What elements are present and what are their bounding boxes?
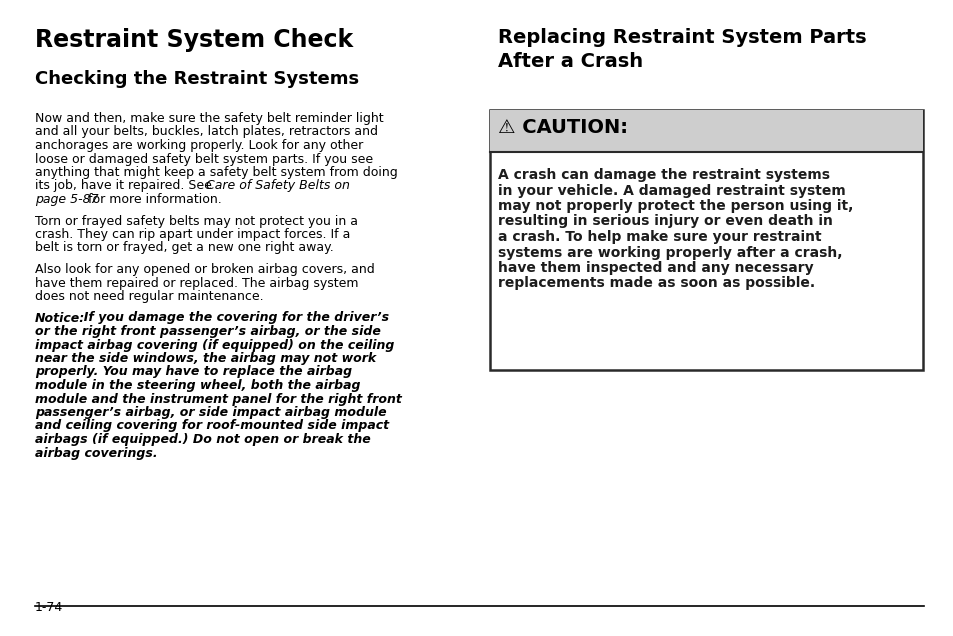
Text: ⚠ CAUTION:: ⚠ CAUTION: <box>497 118 627 137</box>
Text: may not properly protect the person using it,: may not properly protect the person usin… <box>497 199 853 213</box>
Text: A crash can damage the restraint systems: A crash can damage the restraint systems <box>497 168 829 182</box>
Text: Notice:: Notice: <box>35 312 85 324</box>
Text: or the right front passenger’s airbag, or the side: or the right front passenger’s airbag, o… <box>35 325 380 338</box>
Text: Care of Safety Belts on: Care of Safety Belts on <box>206 179 350 193</box>
Text: After a Crash: After a Crash <box>497 52 642 71</box>
Text: If you damage the covering for the driver’s: If you damage the covering for the drive… <box>75 312 389 324</box>
Text: in your vehicle. A damaged restraint system: in your vehicle. A damaged restraint sys… <box>497 184 845 198</box>
Text: Also look for any opened or broken airbag covers, and: Also look for any opened or broken airba… <box>35 263 375 276</box>
Text: its job, have it repaired. See: its job, have it repaired. See <box>35 179 215 193</box>
Text: Checking the Restraint Systems: Checking the Restraint Systems <box>35 70 358 88</box>
Text: 1-74: 1-74 <box>35 601 63 614</box>
Text: replacements made as soon as possible.: replacements made as soon as possible. <box>497 277 814 291</box>
Text: and ceiling covering for roof-mounted side impact: and ceiling covering for roof-mounted si… <box>35 420 389 432</box>
Text: resulting in serious injury or even death in: resulting in serious injury or even deat… <box>497 214 832 228</box>
Text: Replacing Restraint System Parts: Replacing Restraint System Parts <box>497 28 865 47</box>
Text: crash. They can rip apart under impact forces. If a: crash. They can rip apart under impact f… <box>35 228 350 241</box>
Text: anchorages are working properly. Look for any other: anchorages are working properly. Look fo… <box>35 139 363 152</box>
Text: anything that might keep a safety belt system from doing: anything that might keep a safety belt s… <box>35 166 397 179</box>
Text: does not need regular maintenance.: does not need regular maintenance. <box>35 290 263 303</box>
Text: module in the steering wheel, both the airbag: module in the steering wheel, both the a… <box>35 379 360 392</box>
Text: systems are working properly after a crash,: systems are working properly after a cra… <box>497 245 841 259</box>
Text: belt is torn or frayed, get a new one right away.: belt is torn or frayed, get a new one ri… <box>35 242 334 254</box>
Text: airbags (if equipped.) Do not open or break the: airbags (if equipped.) Do not open or br… <box>35 433 371 446</box>
Text: loose or damaged safety belt system parts. If you see: loose or damaged safety belt system part… <box>35 153 373 165</box>
Text: Now and then, make sure the safety belt reminder light: Now and then, make sure the safety belt … <box>35 112 383 125</box>
Bar <box>490 110 923 370</box>
Text: have them inspected and any necessary: have them inspected and any necessary <box>497 261 813 275</box>
Text: and all your belts, buckles, latch plates, retractors and: and all your belts, buckles, latch plate… <box>35 125 377 139</box>
Text: have them repaired or replaced. The airbag system: have them repaired or replaced. The airb… <box>35 277 358 289</box>
Text: impact airbag covering (if equipped) on the ceiling: impact airbag covering (if equipped) on … <box>35 338 394 352</box>
Text: near the side windows, the airbag may not work: near the side windows, the airbag may no… <box>35 352 375 365</box>
Text: Restraint System Check: Restraint System Check <box>35 28 353 52</box>
Text: module and the instrument panel for the right front: module and the instrument panel for the … <box>35 392 401 406</box>
Bar <box>490 110 923 152</box>
Text: properly. You may have to replace the airbag: properly. You may have to replace the ai… <box>35 366 352 378</box>
Text: a crash. To help make sure your restraint: a crash. To help make sure your restrain… <box>497 230 821 244</box>
Text: Torn or frayed safety belts may not protect you in a: Torn or frayed safety belts may not prot… <box>35 214 357 228</box>
Text: page 5-87: page 5-87 <box>35 193 98 206</box>
Text: airbag coverings.: airbag coverings. <box>35 446 157 459</box>
Text: passenger’s airbag, or side impact airbag module: passenger’s airbag, or side impact airba… <box>35 406 386 419</box>
Text: for more information.: for more information. <box>84 193 221 206</box>
